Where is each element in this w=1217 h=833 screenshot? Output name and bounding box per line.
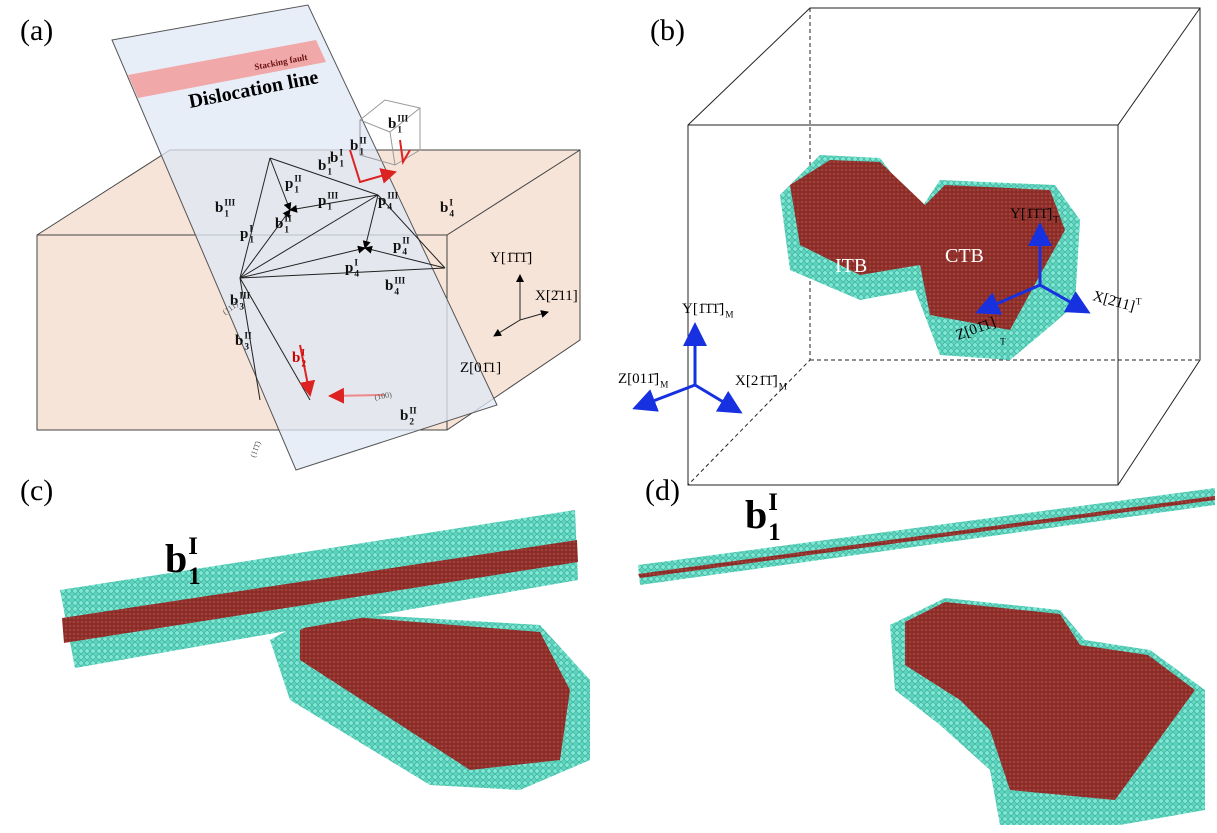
axis-label: Y[1̄1̄1̄] bbox=[1010, 206, 1052, 222]
panel-label: (c) bbox=[20, 474, 53, 507]
axis-label-sub: M bbox=[779, 383, 787, 393]
vector-label-sub: 4 bbox=[394, 288, 399, 298]
vector-label-sup: III bbox=[239, 291, 250, 301]
vector-label-sub: 1 bbox=[397, 126, 402, 136]
vector-label: p bbox=[240, 226, 248, 242]
burgers-label: b bbox=[745, 492, 767, 537]
axis-label-sub: M bbox=[725, 311, 733, 321]
itb-label: ITB bbox=[835, 255, 867, 277]
vector-label-sup: I bbox=[354, 258, 358, 268]
vector-label-sup: I bbox=[301, 348, 305, 358]
vector-label-sub: 2 bbox=[409, 418, 414, 428]
vector-label-sup: II bbox=[244, 331, 252, 341]
vector-label-sup: I bbox=[249, 224, 253, 234]
ctb-label: CTB bbox=[945, 245, 984, 267]
vector-label-sub: 1 bbox=[249, 236, 254, 246]
vector-label-sub: 3 bbox=[239, 303, 244, 313]
burgers-label-sup: I bbox=[188, 533, 198, 560]
panel-label: (b) bbox=[650, 14, 685, 47]
vector-label-sup: III bbox=[224, 198, 235, 208]
vector-label: p bbox=[393, 238, 401, 254]
vector-label: b bbox=[215, 200, 223, 216]
panel-label: (d) bbox=[645, 474, 680, 507]
vector-label-sup: III bbox=[394, 276, 405, 286]
axis-label-sub: T bbox=[1136, 298, 1142, 308]
vector-label-sub: 4 bbox=[402, 248, 407, 258]
vector-label-sup: II bbox=[359, 136, 367, 146]
burgers-label-sup: I bbox=[768, 489, 778, 516]
vector-label: b bbox=[235, 333, 243, 349]
burgers-label: b bbox=[165, 536, 187, 581]
vector-label: b bbox=[292, 350, 300, 366]
vector-label-sub: 1 bbox=[294, 186, 299, 196]
vector-label-sub: 1 bbox=[359, 148, 364, 158]
vector-label-sup: III bbox=[327, 191, 338, 201]
vector-label-sup: III bbox=[397, 114, 408, 124]
vector-label-sub: 1 bbox=[327, 168, 332, 178]
vector-label: b bbox=[388, 116, 396, 132]
burgers-label-sub: 1 bbox=[188, 563, 200, 590]
axis-label: Y[1̄1̄1̄] bbox=[682, 301, 724, 317]
vector-label-sub: 2 bbox=[301, 360, 306, 370]
vector-label: b bbox=[318, 158, 326, 174]
vector-label-sup: II bbox=[284, 214, 292, 224]
vector-label-sup: II bbox=[409, 406, 417, 416]
vector-label: p bbox=[378, 193, 386, 209]
axis-label-sub: T bbox=[1000, 338, 1006, 348]
vector-label-sub: 3 bbox=[244, 343, 249, 353]
vector-label: b bbox=[330, 150, 338, 166]
vector-label: p bbox=[318, 193, 326, 209]
panel-label: (a) bbox=[20, 14, 53, 47]
vector-label: p bbox=[345, 260, 353, 276]
vector-label: b bbox=[275, 216, 283, 232]
axis-label: Z[011̄] bbox=[618, 371, 659, 387]
twin-shape-b bbox=[780, 155, 1080, 360]
vector-label-sub: 1 bbox=[339, 160, 344, 170]
axis-label: Y[1̄1̄1̄] bbox=[490, 250, 532, 266]
vector-label-sub: 4 bbox=[449, 210, 454, 220]
axis-label: X[2̄11] bbox=[535, 288, 578, 304]
panel-d-drawing bbox=[638, 488, 1215, 825]
vector-label: b bbox=[385, 278, 393, 294]
vector-label-sub: 4 bbox=[354, 270, 359, 280]
burgers-label-sub: 1 bbox=[768, 519, 780, 546]
vector-label-sup: I bbox=[339, 148, 343, 158]
vector-label: p bbox=[285, 176, 293, 192]
axis-label-sub: T bbox=[1053, 216, 1059, 226]
axis-label: Z[01̄1] bbox=[460, 360, 501, 376]
vector-label-sup: III bbox=[387, 191, 398, 201]
vector-label: b bbox=[350, 138, 358, 154]
vector-label-sub: 1 bbox=[284, 226, 289, 236]
panel-c-drawing bbox=[60, 510, 590, 790]
plane-label: (11̄1̄) bbox=[248, 440, 262, 459]
vector-label: b bbox=[440, 200, 448, 216]
axis-label: X[2̄11] bbox=[1091, 288, 1136, 315]
vector-label-sub: 1 bbox=[327, 203, 332, 213]
vector-label: b bbox=[400, 408, 408, 424]
vector-label-sup: II bbox=[402, 236, 410, 246]
vector-label-sup: I bbox=[449, 198, 453, 208]
axis-label: X[21̄1̄] bbox=[735, 373, 778, 389]
vector-label-sub: 4 bbox=[387, 203, 392, 213]
figure: (a)(b)(c)(d)Dislocation lineStacking fau… bbox=[0, 0, 1217, 828]
vector-label-sub: 1 bbox=[224, 210, 229, 220]
axis-label-sub: M bbox=[660, 381, 668, 391]
vector-label-sup: II bbox=[294, 174, 302, 184]
